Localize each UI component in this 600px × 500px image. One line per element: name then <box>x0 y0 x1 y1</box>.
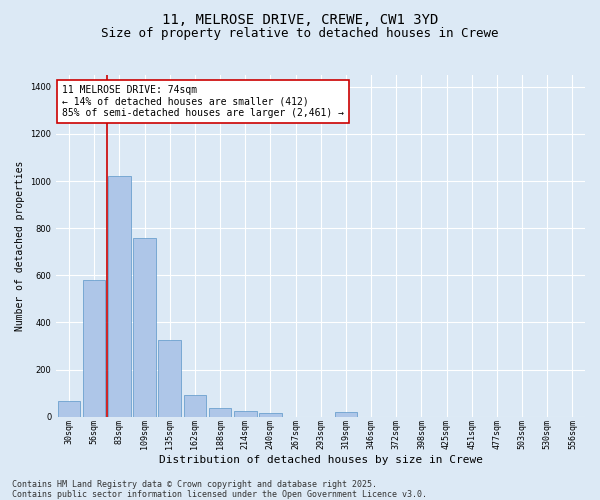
Text: Contains HM Land Registry data © Crown copyright and database right 2025.: Contains HM Land Registry data © Crown c… <box>12 480 377 489</box>
Text: 11 MELROSE DRIVE: 74sqm
← 14% of detached houses are smaller (412)
85% of semi-d: 11 MELROSE DRIVE: 74sqm ← 14% of detache… <box>62 85 344 118</box>
Bar <box>234 411 257 416</box>
Bar <box>335 412 357 416</box>
Bar <box>209 408 232 416</box>
Bar <box>83 280 106 416</box>
Bar <box>58 402 80 416</box>
Bar <box>259 414 281 416</box>
Bar <box>133 238 156 416</box>
Bar <box>158 340 181 416</box>
Y-axis label: Number of detached properties: Number of detached properties <box>15 160 25 331</box>
Text: Size of property relative to detached houses in Crewe: Size of property relative to detached ho… <box>101 28 499 40</box>
Text: Contains public sector information licensed under the Open Government Licence v3: Contains public sector information licen… <box>12 490 427 499</box>
X-axis label: Distribution of detached houses by size in Crewe: Distribution of detached houses by size … <box>159 455 483 465</box>
Bar <box>184 395 206 416</box>
Bar <box>108 176 131 416</box>
Text: 11, MELROSE DRIVE, CREWE, CW1 3YD: 11, MELROSE DRIVE, CREWE, CW1 3YD <box>162 12 438 26</box>
